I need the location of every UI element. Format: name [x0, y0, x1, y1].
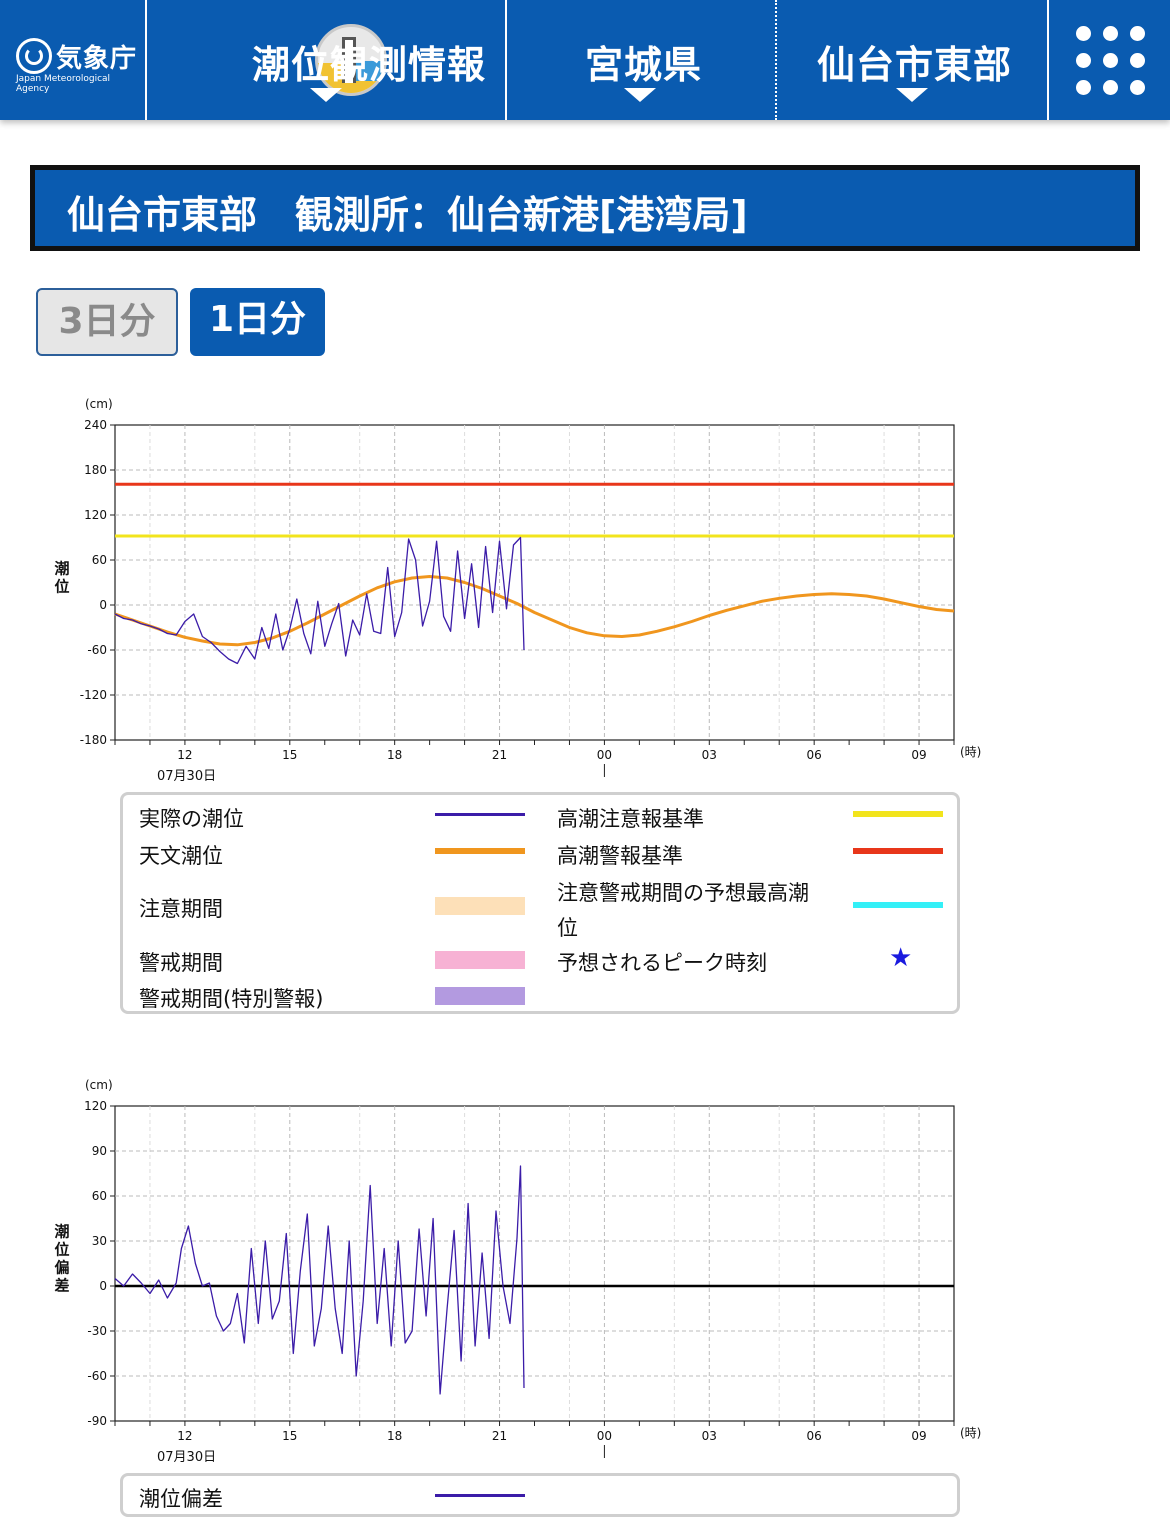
one-day-button[interactable]: 1日分 [190, 288, 325, 356]
legend-observed-swatch [435, 813, 525, 816]
y-axis-label: 位 [54, 578, 69, 596]
y-tick-label: 60 [92, 553, 107, 567]
y-tick-label: 120 [84, 1099, 107, 1113]
tide-level-chart: 240 180 120 60 0 -60 -120 -180 12 15 18 21 00 03 06 09 (… [54, 397, 981, 784]
x-tick-label: 03 [702, 1429, 717, 1443]
x-unit-label: (時) [960, 1426, 981, 1440]
jma-logo-mark-icon [16, 38, 52, 74]
x-tick-label: 15 [282, 1429, 297, 1443]
y-tick-label: -30 [87, 1324, 107, 1338]
grid-menu-icon[interactable] [1076, 26, 1146, 96]
legend-warning-line-label: 高潮警報基準 [557, 844, 683, 868]
x-tick-label: 21 [492, 748, 507, 762]
date-label: 07月30日 [157, 1450, 216, 1465]
y-tick-label: -90 [87, 1414, 107, 1428]
y-tick-label: 0 [99, 598, 107, 612]
x-tick-label: 12 [177, 1429, 192, 1443]
legend-advisory-line-label: 高潮注意報基準 [557, 807, 704, 831]
dropdown-arrow-icon [896, 88, 928, 102]
header-divider [775, 0, 777, 120]
x-tick-label: 18 [387, 1429, 402, 1443]
y-tick-label: 0 [99, 1279, 107, 1293]
x-tick-label: 18 [387, 748, 402, 762]
y-axis-label: 潮 [54, 1223, 69, 1241]
x-tick-label: 15 [282, 748, 297, 762]
y-axis-label: 潮 [54, 560, 69, 578]
y-tick-label: -60 [87, 1369, 107, 1383]
legend-astronomical-label: 天文潮位 [139, 844, 223, 868]
x-tick-label: 09 [911, 748, 926, 762]
legend-warning-period-label: 警戒期間 [139, 951, 223, 975]
tide-chart-legend: 実際の潮位 天文潮位 注意期間 警戒期間 警戒期間(特別警報) 高潮注意報基準 … [120, 792, 960, 1014]
logo-text: 気象庁 [56, 44, 138, 74]
legend-deviation-swatch [435, 1494, 525, 1497]
app-header: 気象庁 Japan Meteorological Agency 潮位観測情報 宮… [0, 0, 1170, 120]
x-tick-label: 06 [807, 1429, 822, 1443]
y-tick-label: -120 [80, 688, 107, 702]
three-day-button[interactable]: 3日分 [36, 288, 178, 356]
x-tick-label: 09 [911, 1429, 926, 1443]
header-divider [145, 0, 147, 120]
legend-warning-period-swatch [435, 951, 525, 969]
area-label: 仙台市東部 [817, 43, 1013, 87]
tide-station-icon [315, 24, 387, 96]
jma-logo[interactable]: 気象庁 Japan Meteorological Agency [0, 0, 145, 120]
legend-astronomical-swatch [435, 848, 525, 854]
y-tick-label: -60 [87, 643, 107, 657]
y-tick-label: 180 [84, 463, 107, 477]
y-tick-label: 120 [84, 508, 107, 522]
legend-forecast-max-swatch [853, 902, 943, 908]
date-label: 07月30日 [157, 769, 216, 784]
header-divider [1047, 0, 1049, 120]
station-title-box: 仙台市東部 観測所：仙台新港[港湾局] [30, 165, 1140, 251]
legend-warning-line-swatch [853, 848, 943, 854]
prefecture-label: 宮城県 [585, 43, 703, 87]
y-axis-label: 位 [54, 1241, 69, 1259]
y-axis-label: 偏 [54, 1259, 69, 1277]
dropdown-arrow-icon [624, 88, 656, 102]
observed-tide-line [114, 536, 525, 665]
y-tick-label: 60 [92, 1189, 107, 1203]
legend-observed-label: 実際の潮位 [139, 807, 244, 831]
station-title: 仙台市東部 観測所：仙台新港[港湾局] [67, 193, 748, 237]
header-divider [505, 0, 507, 120]
x-unit-label: (時) [960, 745, 981, 759]
legend-special-warning-period-swatch [435, 987, 525, 1005]
app-menu-dropdown[interactable]: 潮位観測情報 [147, 0, 505, 120]
legend-forecast-max-label: 注意警戒期間の予想最高潮 [557, 881, 809, 905]
y-unit-label: (cm) [85, 1078, 113, 1092]
tide-deviation-chart: 120 90 60 30 0 -30 -60 -90 12 15 18 21 00 03 06 09 (cm) (… [54, 1078, 981, 1465]
deviation-chart-legend: 潮位偏差 [120, 1473, 960, 1517]
app-title: 潮位観測情報 [252, 43, 487, 87]
prefecture-dropdown[interactable]: 宮城県 [507, 0, 775, 120]
y-tick-label: -180 [80, 733, 107, 747]
x-tick-label: 12 [177, 748, 192, 762]
logo-en-text: Japan Meteorological Agency [16, 74, 111, 94]
dropdown-arrow-icon [310, 88, 342, 102]
x-tick-label: 00 [597, 748, 612, 762]
y-tick-label: 240 [84, 418, 107, 432]
y-tick-label: 90 [92, 1144, 107, 1158]
x-tick-label: 00 [597, 1429, 612, 1443]
y-axis-label: 差 [54, 1277, 69, 1295]
legend-advisory-period-label: 注意期間 [139, 897, 223, 921]
y-unit-label: (cm) [85, 397, 113, 411]
peak-star-icon: ★ [889, 943, 913, 973]
plot-area [114, 1105, 955, 1422]
x-tick-label: 21 [492, 1429, 507, 1443]
area-dropdown[interactable]: 仙台市東部 [777, 0, 1047, 120]
x-tick-label: 03 [702, 748, 717, 762]
legend-forecast-max-label-cont: 位 [557, 916, 578, 940]
x-tick-label: 06 [807, 748, 822, 762]
legend-advisory-period-swatch [435, 897, 525, 915]
y-tick-label: 30 [92, 1234, 107, 1248]
deviation-line [114, 1165, 525, 1395]
legend-peak-time-label: 予想されるピーク時刻 [557, 951, 767, 975]
legend-advisory-line-swatch [853, 811, 943, 817]
legend-special-warning-period-label: 警戒期間(特別警報) [139, 987, 324, 1011]
legend-deviation-label: 潮位偏差 [139, 1487, 223, 1511]
astronomical-tide-line [114, 575, 955, 647]
